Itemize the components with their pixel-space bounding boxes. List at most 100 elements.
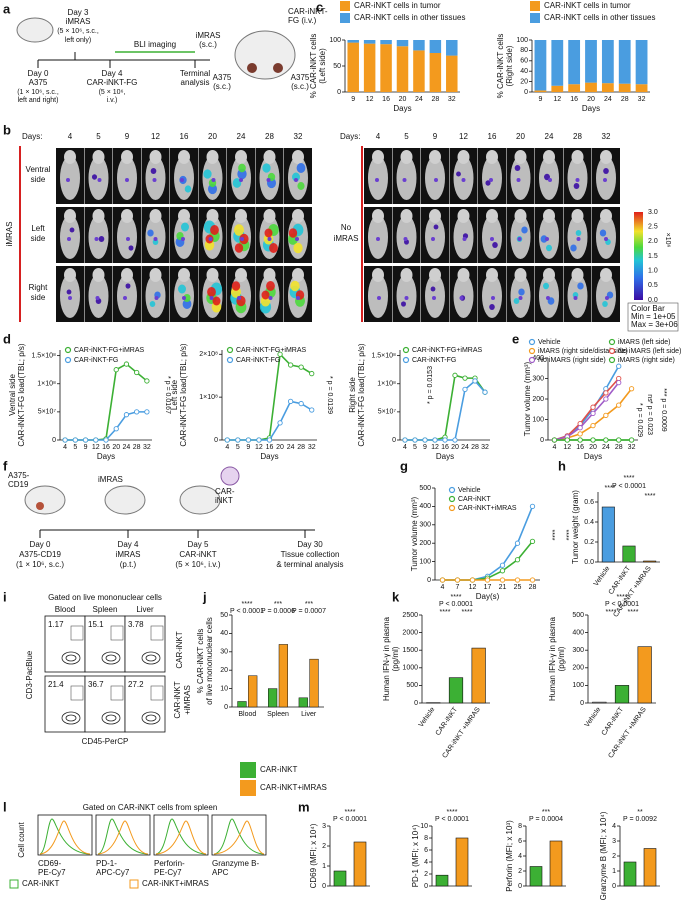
signal [540, 235, 548, 243]
bar-segment [396, 40, 409, 47]
data-point [245, 437, 252, 443]
y-axis-label: of live mononuclear cells [205, 617, 214, 705]
y-tick-label: 0 [52, 437, 56, 444]
population [105, 714, 117, 722]
signal [575, 230, 582, 236]
mouse-head [235, 209, 247, 223]
data-point [235, 437, 241, 443]
x-tick-label: 20 [587, 96, 595, 103]
histogram [97, 818, 149, 855]
annotation: **** [242, 601, 253, 608]
data-point [551, 437, 558, 443]
legend-label: CAR-iNKT-FG [236, 357, 280, 364]
panel-letter: c [316, 0, 323, 14]
legend-marker [402, 356, 410, 364]
data-point [564, 437, 570, 443]
group-label: No [341, 223, 352, 232]
x-tick-label: 28 [621, 96, 629, 103]
mouse-head [514, 268, 527, 282]
colorbar-tick: 0.0 [648, 297, 658, 304]
legend-label: iMARS (right side/distal side) [538, 348, 628, 355]
x-axis-label: Days [584, 452, 602, 461]
bar-segment [347, 42, 359, 92]
x-tick-label: 20 [112, 444, 120, 451]
annotation: **** [447, 809, 458, 816]
x-axis-label: Days [582, 104, 600, 113]
bar-segment [618, 40, 631, 84]
day-label: 9 [125, 132, 130, 141]
x-axis-label: Days [393, 104, 411, 113]
bar [601, 506, 615, 563]
signal [573, 182, 580, 190]
signal [296, 296, 300, 300]
y-tick-label: 0 [224, 704, 228, 711]
population [61, 651, 81, 665]
signal [546, 296, 550, 300]
x-tick-label: Liver [301, 711, 317, 718]
legend-label: CAR-iNKT [22, 879, 59, 888]
column-label: Blood [55, 605, 75, 614]
tumor-icon [273, 63, 283, 73]
x-tick-label: 9 [246, 444, 250, 451]
population [141, 651, 161, 665]
y-axis-label: PD-1 (MFI; x 10⁴) [411, 824, 420, 887]
signal [516, 178, 521, 182]
bar [448, 677, 464, 704]
y-tick-label: 2000 [402, 629, 418, 636]
histogram-frame [95, 814, 151, 856]
annotation: ** [637, 809, 643, 816]
legend-marker [226, 346, 234, 354]
label: Day 0 [28, 69, 49, 78]
label: Tissue collection [281, 550, 340, 559]
label: Day 3 [68, 8, 89, 17]
histogram [155, 818, 207, 855]
data-point [442, 437, 448, 443]
annotation: *** [274, 601, 282, 608]
signal [147, 229, 154, 237]
bar [353, 841, 367, 887]
mouse-head [514, 150, 527, 164]
y-axis-label: Human IFN-γ in plasma [548, 616, 557, 701]
signal [545, 237, 549, 241]
signal [123, 296, 127, 300]
x-tick-label: 4 [63, 444, 67, 451]
signal [182, 299, 192, 309]
gate [70, 625, 84, 641]
data-point [590, 422, 596, 429]
population [61, 711, 81, 725]
signal [181, 237, 185, 241]
y-tick-label: 4 [424, 859, 428, 866]
mouse-body [88, 215, 109, 259]
label: Day 4 [118, 540, 139, 549]
annotation: *** p = 0.0009 [660, 388, 667, 432]
signal [461, 178, 466, 182]
mouse-head [372, 268, 384, 282]
x-tick-label: 4 [441, 584, 445, 591]
y-tick-label: 1000 [402, 665, 418, 672]
bar-segment [585, 40, 597, 83]
label: iNKT [215, 496, 233, 505]
bar [529, 866, 543, 887]
y-tick-label: 100 [572, 682, 584, 689]
mouse-body [539, 215, 559, 259]
signal [234, 243, 244, 253]
histogram-frame [153, 814, 209, 856]
x-tick-label: 16 [382, 96, 390, 103]
panel-letter: e [512, 331, 519, 346]
y-tick-label: 500 [406, 682, 418, 689]
row-label: Right [29, 283, 48, 292]
population [101, 711, 121, 725]
data-point [298, 364, 304, 370]
legend-label: No iMARS (left side) [618, 348, 681, 355]
series-line [405, 379, 486, 441]
day-label: 5 [96, 132, 101, 141]
mouse-body [482, 274, 502, 318]
mouse-icon [179, 485, 221, 515]
signal [404, 296, 409, 300]
row-label: Left [31, 224, 45, 233]
days-label: Days: [22, 132, 42, 141]
signal [234, 224, 244, 236]
bar-segment [446, 55, 458, 92]
legend-label: CAR-iNKT cells in tumor [354, 1, 441, 10]
annotation: P = 0.0004 [529, 816, 563, 823]
